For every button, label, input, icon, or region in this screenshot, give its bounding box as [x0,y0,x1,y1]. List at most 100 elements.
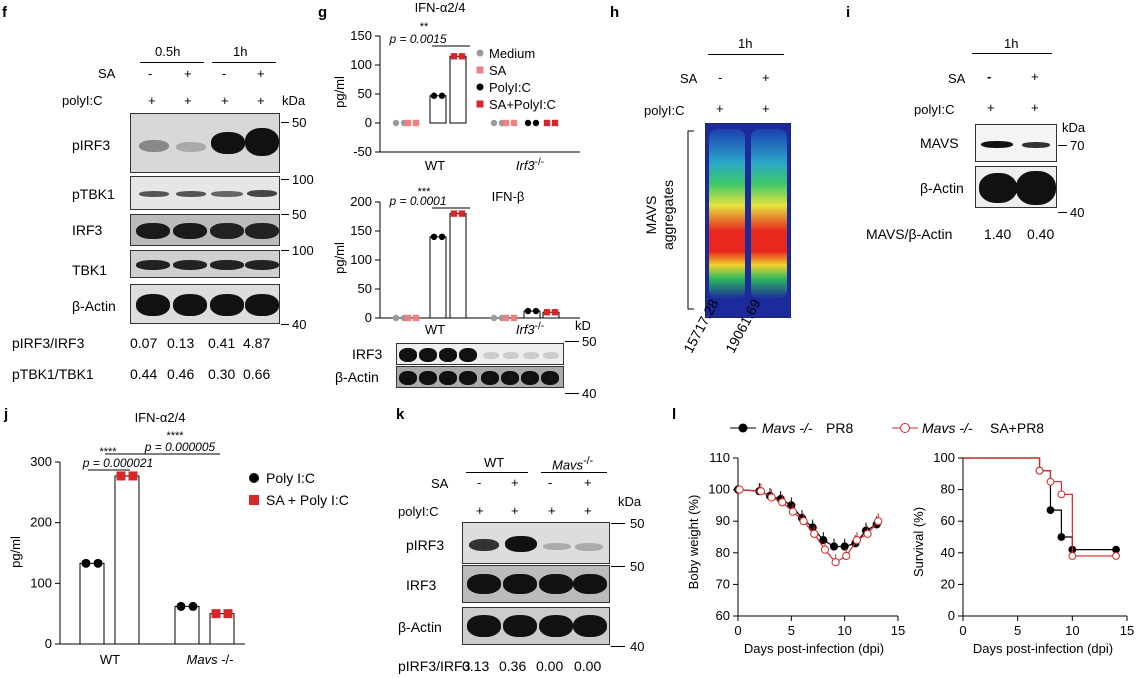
ratio-label: pTBK1/TBK1 [12,366,94,382]
blot-g-actin [396,366,564,388]
data-point [81,558,91,568]
divider [140,62,204,63]
blot-tbk1 [130,250,280,278]
legend-label: SA [489,63,507,78]
data-point [404,119,412,127]
y-tick-label: 150 [350,28,372,43]
time-label: 1h [233,44,248,59]
y-tick-label: 100 [350,252,372,267]
p-value: p = 0.0001 [388,194,446,208]
y-label: Boby weight (%) [686,495,701,590]
data-point [840,542,849,551]
polyic-mark: + [148,93,156,108]
blot-label-pirf3: pIRF3 [72,137,111,153]
data-point [412,119,420,127]
y-tick-label: 300 [30,454,52,469]
panel-f-label: f [2,4,7,21]
data-point [438,92,446,99]
data-point [490,314,498,322]
y-tick-label: 150 [350,223,372,238]
polyic-mark: + [476,503,484,518]
marker: 40 [582,386,597,401]
y-tick-label: 20 [941,576,955,591]
sa-label: SA [431,476,449,491]
ratio-value: 0.00 [536,658,564,674]
data-point [1057,490,1066,499]
data-point [532,119,540,127]
y-tick-label: 80 [941,482,955,497]
blot-label-irf3: IRF3 [72,222,103,238]
sa-mark: - [718,70,723,85]
polyic-label: polyI:C [398,504,439,519]
panel-h-label: h [610,4,620,21]
p-value: p = 0.000021 [82,456,153,470]
data-point [412,314,420,322]
legend-label: SA + Poly I:C [266,492,349,508]
data-point [1035,466,1044,475]
legend-marker [249,473,259,483]
sa-mark: + [584,475,592,490]
bar [429,236,447,319]
panel-g-label: g [318,4,328,21]
blot-pirf3 [130,113,280,173]
x-tick-label: 10 [837,623,851,638]
polyic-mark: + [511,503,519,518]
x-tick-label: 0 [734,623,741,638]
legend-marker [476,66,484,74]
data-point [128,471,138,481]
chart-title: IFN-α2/4 [135,410,186,425]
polyic-mark: + [257,93,265,108]
heatmap-blot [705,123,791,318]
data-point [93,558,103,568]
legend-label: Poly I:C [266,470,315,486]
data-point [502,314,510,322]
data-point [1068,552,1077,560]
sig-stars: ** [420,21,429,33]
data-point [1046,477,1055,486]
data-point [188,601,198,611]
group-label: WT [484,455,505,470]
polyic-mark: + [221,93,229,108]
chart-title: IFN-β [492,189,525,204]
y-tick-label: 200 [30,515,52,530]
bar [79,562,105,645]
sa-mark: + [184,66,192,81]
ratio-value: 0.46 [167,366,195,382]
marker: 40 [292,317,307,332]
data-point [450,53,458,60]
data-point [116,471,126,481]
data-point [404,314,412,322]
panel-k-label: k [396,406,405,423]
x-label: Days post-infection (dpi) [973,641,1113,656]
data-point [450,210,458,217]
x-label-wt: WT [425,322,445,335]
x-label-wt: WT [100,652,120,667]
data-point [874,517,883,526]
panel-l-weight-chart: Boby weight (%) 110 100 90 80 70 60 0 5 10 15 Day… [686,450,905,656]
blot-actin [130,284,280,324]
legend-treatment: PR8 [826,420,853,436]
blot-label-tbk1: TBK1 [72,262,108,278]
kda-label: kDa [618,494,642,509]
bar [174,605,200,645]
sig-stars: *** [418,186,432,198]
blot-label-mavs: MAVS [920,135,959,151]
kda-label: kDa [1062,120,1086,135]
chart-title: IFN-α2/4 [415,0,466,15]
x-label-wt: WT [425,158,445,173]
data-point [551,309,559,316]
ratio-value: 0.40 [1027,226,1055,242]
polyic-label: polyI:C [62,93,103,108]
data-point [543,309,551,316]
data-point [1057,533,1066,541]
blot-label-actin: β-Actin [920,180,964,196]
data-point [211,609,221,619]
survival-step [963,457,1117,557]
sa-label: SA [948,71,966,86]
x-tick-label: 15 [1120,623,1134,638]
data-point [831,558,840,567]
data-point [1046,506,1055,515]
blot-i-actin [975,166,1057,208]
sa-label: SA [98,66,116,81]
legend-marker [476,100,484,108]
